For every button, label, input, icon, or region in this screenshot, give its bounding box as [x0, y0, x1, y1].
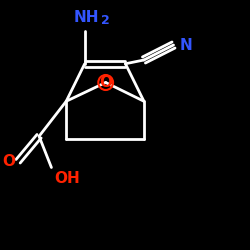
Text: N: N [180, 38, 192, 52]
Text: O: O [3, 154, 16, 169]
Text: 2: 2 [101, 14, 110, 27]
Text: O: O [99, 75, 112, 90]
Text: OH: OH [54, 171, 80, 186]
Text: NH: NH [73, 10, 99, 25]
